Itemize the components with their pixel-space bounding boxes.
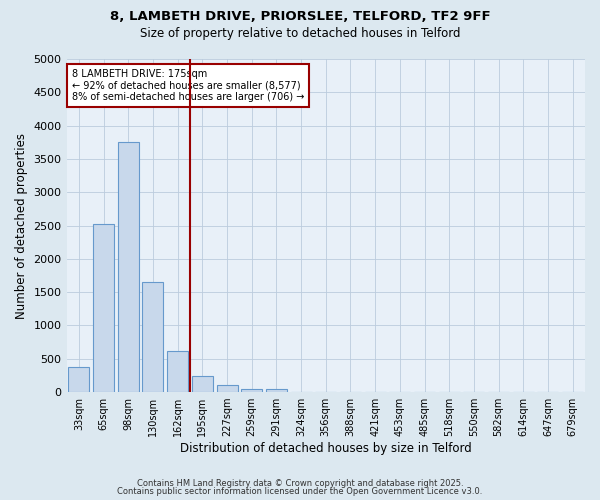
Bar bbox=[142, 282, 163, 392]
Text: 8, LAMBETH DRIVE, PRIORSLEE, TELFORD, TF2 9FF: 8, LAMBETH DRIVE, PRIORSLEE, TELFORD, TF… bbox=[110, 10, 490, 23]
Bar bbox=[118, 142, 139, 392]
Bar bbox=[241, 389, 262, 392]
X-axis label: Distribution of detached houses by size in Telford: Distribution of detached houses by size … bbox=[180, 442, 472, 455]
Text: Size of property relative to detached houses in Telford: Size of property relative to detached ho… bbox=[140, 28, 460, 40]
Text: Contains HM Land Registry data © Crown copyright and database right 2025.: Contains HM Land Registry data © Crown c… bbox=[137, 478, 463, 488]
Bar bbox=[68, 367, 89, 392]
Text: Contains public sector information licensed under the Open Government Licence v3: Contains public sector information licen… bbox=[118, 487, 482, 496]
Bar bbox=[217, 385, 238, 392]
Bar bbox=[266, 390, 287, 392]
Bar bbox=[167, 351, 188, 392]
Bar bbox=[192, 376, 213, 392]
Text: 8 LAMBETH DRIVE: 175sqm
← 92% of detached houses are smaller (8,577)
8% of semi-: 8 LAMBETH DRIVE: 175sqm ← 92% of detache… bbox=[72, 69, 304, 102]
Bar bbox=[93, 224, 114, 392]
Y-axis label: Number of detached properties: Number of detached properties bbox=[15, 132, 28, 318]
